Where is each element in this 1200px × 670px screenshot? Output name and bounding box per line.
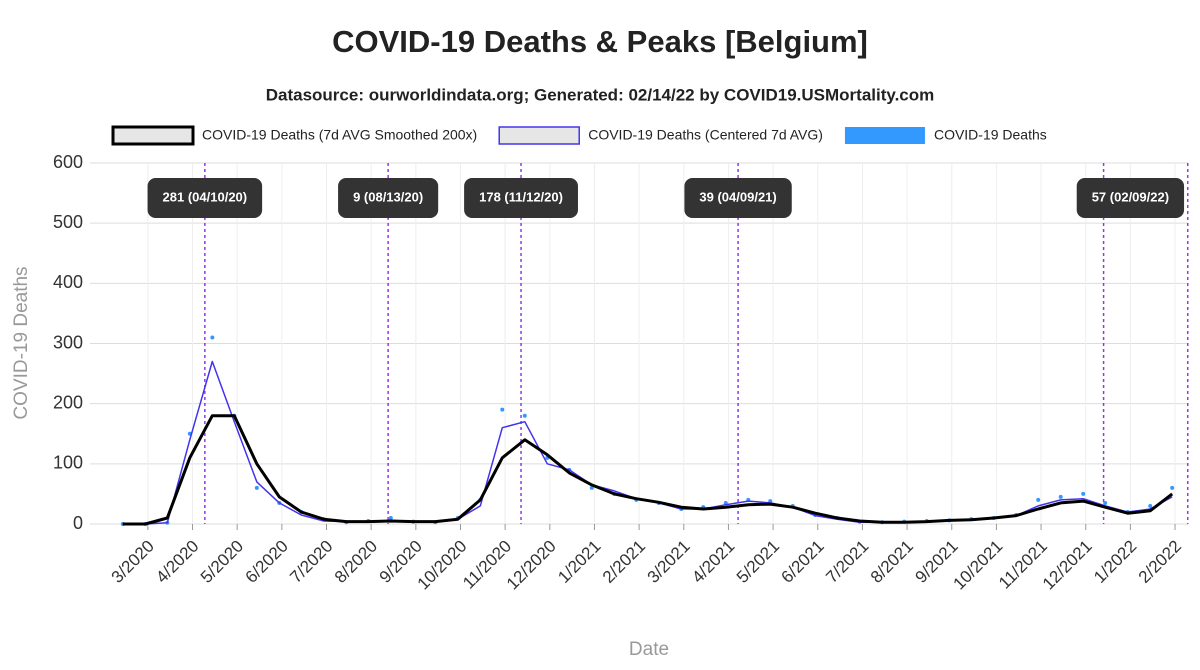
legend-item: COVID-19 Deaths [844,127,1047,144]
x-tick-label: 7/2021 [822,537,872,587]
peak-annotation: 39 (04/09/21) [684,178,792,218]
chart-subtitle: Datasource: ourworldindata.org; Generate… [266,85,935,104]
y-tick-label: 600 [53,152,83,172]
data-point [1036,497,1041,502]
annotation-box [1076,178,1185,218]
y-tick-label: 100 [53,453,83,473]
legend-item: COVID-19 Deaths (7d AVG Smoothed 200x) [111,125,477,146]
x-tick-label: 7/2020 [286,537,336,587]
x-tick-label: 8/2020 [331,537,381,587]
data-point [1081,491,1086,496]
annotation-box [338,178,439,218]
x-tick-label: 3/2021 [644,537,694,587]
data-point [210,335,215,340]
annotation-box [684,178,792,218]
x-axis-label: Date [629,639,669,660]
peak-annotation: 57 (02/09/22) [1076,178,1185,218]
data-point [1103,500,1108,505]
x-tick-label: 5/2020 [197,537,247,587]
y-tick-label: 500 [53,212,83,232]
x-tick-label: 12/2020 [503,537,560,594]
x-tick-label: 10/2021 [950,537,1007,594]
data-point [1170,485,1175,490]
x-tick-label: 6/2021 [778,537,828,587]
annotation-box [464,178,578,218]
annotation-label: 39 (04/09/21) [699,189,776,204]
y-tick-label: 200 [53,392,83,412]
x-tick-label: 2/2022 [1135,537,1185,587]
x-tick-label: 2/2021 [599,537,649,587]
x-tick-label: 4/2020 [152,537,202,587]
series-line [122,414,1174,526]
legend-label: COVID-19 Deaths (Centered 7d AVG) [588,127,823,143]
data-point [500,407,505,412]
chart-title: COVID-19 Deaths & Peaks [Belgium] [332,24,868,59]
legend-label: COVID-19 Deaths (7d AVG Smoothed 200x) [202,127,477,143]
x-tick-label: 5/2021 [733,537,783,587]
legend-swatch [844,127,925,144]
y-axis-label: COVID-19 Deaths [11,266,32,419]
data-point [388,515,393,520]
x-tick-label: 1/2022 [1090,537,1140,587]
x-tick-label: 12/2021 [1039,537,1096,594]
y-tick-label: 400 [53,272,83,292]
x-tick-label: 1/2021 [554,537,604,587]
annotation-label: 57 (02/09/22) [1092,189,1169,204]
x-tick-label: 8/2021 [867,537,917,587]
annotation-box [147,178,263,218]
legend-swatch [111,125,195,146]
legend-item: COVID-19 Deaths (Centered 7d AVG) [498,126,823,145]
legend-label: COVID-19 Deaths [934,127,1047,143]
data-point [254,485,259,490]
x-tick-label: 10/2020 [414,537,471,594]
data-point [522,413,527,418]
y-tick-label: 300 [53,332,83,352]
peak-annotation: 178 (11/12/20) [464,178,578,218]
data-point [1148,503,1153,508]
legend-swatch [498,126,580,145]
x-tick-label: 6/2020 [242,537,292,587]
annotation-label: 281 (04/10/20) [163,189,248,204]
x-tick-label: 4/2021 [688,537,738,587]
peak-annotation: 9 (08/13/20) [338,178,439,218]
y-tick-label: 0 [73,513,83,533]
x-tick-label: 3/2020 [108,537,158,587]
peak-annotation: 281 (04/10/20) [147,178,263,218]
annotation-label: 9 (08/13/20) [353,189,423,204]
data-point [1058,494,1063,499]
annotation-label: 178 (11/12/20) [479,189,563,204]
